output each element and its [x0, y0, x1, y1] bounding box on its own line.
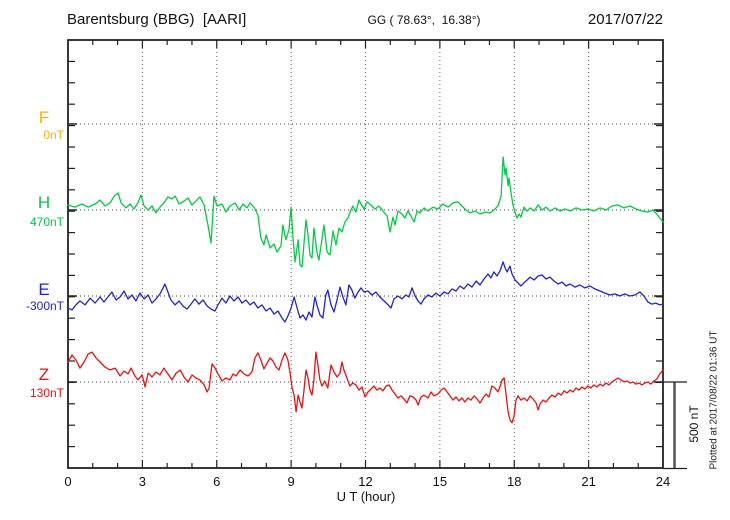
trace-h [67, 156, 664, 268]
plot-timestamp-note: Plotted at 2017/08/22 01:36 UT [708, 330, 720, 470]
component-baseline-label-z: 130nT [29, 386, 64, 400]
x-tick-label: 21 [581, 474, 596, 489]
component-baseline-label-e: -300nT [25, 299, 64, 313]
x-tick-label: 18 [507, 474, 522, 489]
x-tick-label: 9 [287, 474, 295, 489]
x-tick-label: 15 [432, 474, 448, 489]
coordinates-label: GG ( 78.63°, 16.38°) [367, 13, 481, 27]
trace-z [67, 351, 664, 424]
station-title: Barentsburg (BBG) [AARI] [67, 11, 247, 28]
x-tick-label: 3 [138, 474, 146, 489]
trace-e [67, 261, 664, 323]
component-label-f: F [38, 108, 50, 127]
x-axis-label: U T (hour) [336, 489, 396, 504]
component-label-z: Z [38, 365, 50, 384]
component-label-e: E [38, 280, 50, 299]
x-tick-label: 24 [655, 474, 671, 489]
component-label-h: H [37, 193, 51, 212]
date-label: 2017/07/22 [587, 11, 663, 28]
component-baseline-label-h: 470nT [29, 215, 64, 229]
component-baseline-label-f: 0nT [43, 128, 64, 142]
x-tick-label: 6 [213, 474, 221, 489]
x-tick-label: 12 [358, 474, 373, 489]
scale-bar-label: 500 nT [687, 405, 701, 443]
x-tick-label: 0 [64, 474, 72, 489]
